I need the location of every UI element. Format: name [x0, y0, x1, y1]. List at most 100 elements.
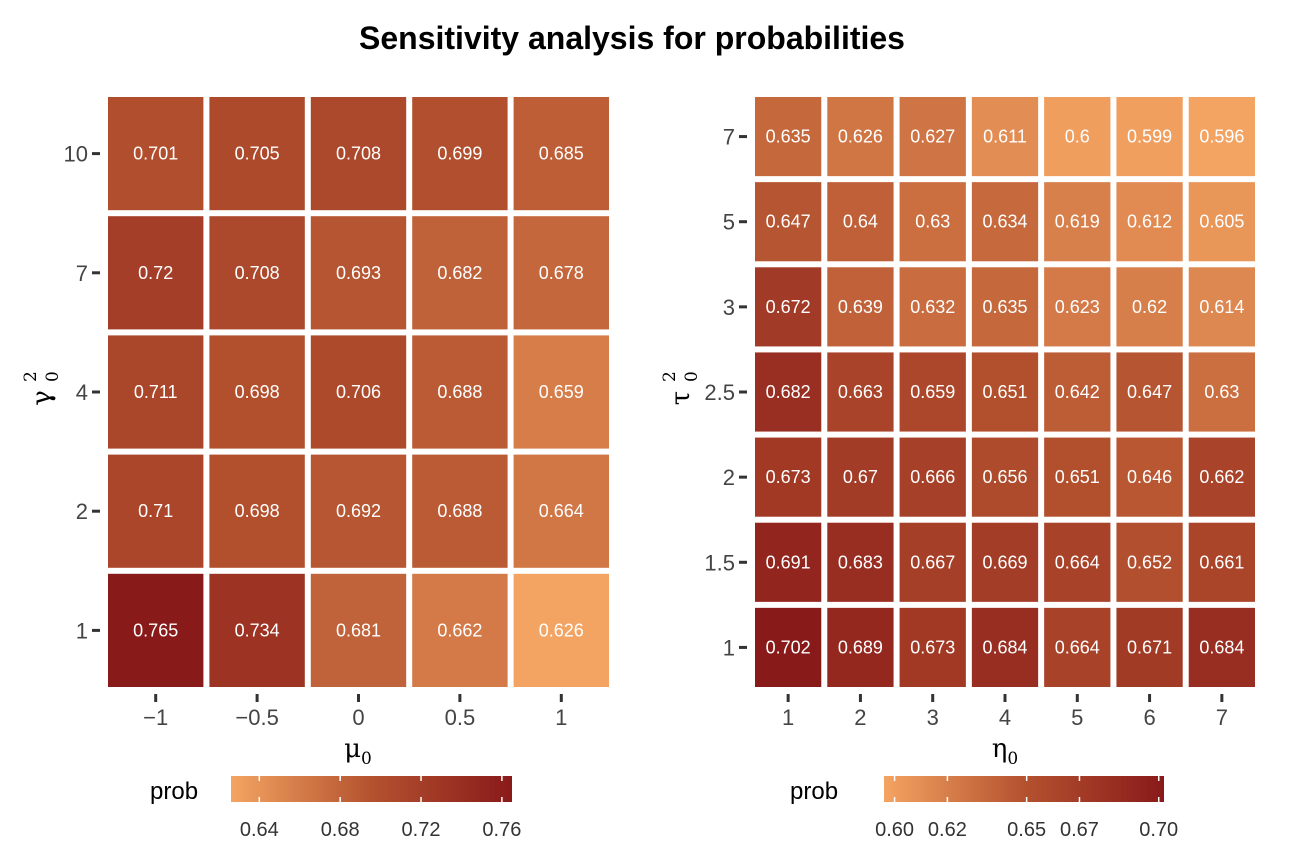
heatmap-cell — [513, 97, 609, 211]
cell-value-label: 0.71 — [138, 501, 173, 521]
heatmap-cell — [1044, 267, 1111, 347]
heatmap-cell — [755, 522, 822, 602]
y-axis-superscript: 2 — [21, 371, 41, 382]
legend-tick-label: 0.65 — [1007, 819, 1046, 841]
cell-value-label: 0.664 — [1055, 637, 1100, 657]
cell-value-label: 0.627 — [910, 127, 955, 147]
cell-value-label: 0.673 — [910, 637, 955, 657]
y-tick-label: 1.5 — [704, 550, 735, 575]
cell-value-label: 0.663 — [838, 382, 883, 402]
cell-value-label: 0.684 — [982, 637, 1027, 657]
cell-value-label: 0.614 — [1199, 297, 1244, 317]
cell-value-label: 0.634 — [982, 212, 1027, 232]
cell-value-label: 0.693 — [336, 263, 381, 283]
heatmap-cell — [108, 573, 204, 687]
heatmap-cell — [971, 182, 1039, 262]
cell-value-label: 0.659 — [910, 382, 955, 402]
heatmap-cell — [755, 182, 822, 262]
cell-value-label: 0.647 — [1127, 382, 1172, 402]
x-tick-label: −1 — [143, 705, 168, 730]
y-tick-label: 3 — [723, 295, 735, 320]
x-tick-label: 0 — [352, 705, 364, 730]
legend-colorbar — [231, 776, 512, 802]
heatmap-cell — [755, 267, 822, 347]
cell-value-label: 0.72 — [138, 263, 173, 283]
cell-value-label: 0.647 — [766, 212, 811, 232]
heatmap-cell — [1188, 437, 1255, 517]
x-tick-label: 4 — [999, 705, 1011, 730]
cell-value-label: 0.708 — [235, 263, 280, 283]
heatmap-cell — [412, 573, 508, 687]
cell-value-label: 0.611 — [983, 127, 1027, 147]
heatmap-cell — [310, 454, 407, 568]
legend-tick-label: 0.70 — [1139, 819, 1178, 841]
heatmap-cell — [827, 267, 894, 347]
cell-value-label: 0.702 — [766, 637, 811, 657]
cell-value-label: 0.699 — [437, 144, 482, 164]
heatmap-cell — [310, 335, 407, 449]
legend-tick-label: 0.72 — [402, 819, 441, 841]
heatmap-cell — [513, 216, 609, 330]
heatmap-cell — [412, 335, 508, 449]
heatmap-cell — [827, 437, 894, 517]
y-axis-symbol: γ — [27, 390, 57, 406]
y-tick-label: 5 — [723, 210, 735, 235]
cell-value-label: 0.671 — [1127, 637, 1172, 657]
cell-value-label: 0.667 — [910, 552, 955, 572]
heatmap-cell — [1044, 182, 1111, 262]
cell-value-label: 0.623 — [1055, 297, 1100, 317]
heatmap-cell — [827, 182, 894, 262]
cell-value-label: 0.62 — [1132, 297, 1167, 317]
cell-value-label: 0.706 — [336, 382, 381, 402]
heatmap-cell — [412, 454, 508, 568]
cell-value-label: 0.626 — [539, 620, 584, 640]
heatmap-cell — [513, 335, 609, 449]
heatmap-cell — [1188, 607, 1255, 687]
cell-value-label: 0.672 — [766, 297, 811, 317]
cell-value-label: 0.63 — [915, 212, 950, 232]
heatmap-cell — [513, 454, 609, 568]
cell-value-label: 0.635 — [766, 127, 811, 147]
heatmap-cell — [755, 97, 822, 177]
x-tick-label: 7 — [1216, 705, 1228, 730]
x-tick-label: −0.5 — [235, 705, 278, 730]
cell-value-label: 0.6 — [1065, 127, 1090, 147]
legend-tick-label: 0.60 — [875, 819, 914, 841]
cell-value-label: 0.688 — [437, 501, 482, 521]
legend-title: prob — [150, 778, 198, 805]
heatmap-cell — [1188, 182, 1255, 262]
x-axis-title: η0 — [992, 734, 1018, 769]
y-axis-symbol: τ — [666, 391, 696, 405]
heatmap-cell — [827, 97, 894, 177]
y-axis-superscript: 2 — [660, 371, 680, 382]
cell-value-label: 0.656 — [982, 467, 1027, 487]
cell-value-label: 0.619 — [1055, 212, 1100, 232]
heatmap-cell — [1116, 97, 1183, 177]
cell-value-label: 0.683 — [838, 552, 883, 572]
heatmap-cell — [899, 352, 966, 432]
heatmap-cell — [755, 437, 822, 517]
heatmap-cell — [971, 352, 1039, 432]
x-tick-label: 1 — [782, 705, 794, 730]
cell-value-label: 0.682 — [437, 263, 482, 283]
cell-value-label: 0.664 — [539, 501, 584, 521]
heatmap-cell — [755, 352, 822, 432]
heatmap-cell — [971, 522, 1039, 602]
legend-tick-label: 0.62 — [928, 819, 967, 841]
legend-colorbar — [884, 776, 1164, 802]
cell-value-label: 0.685 — [539, 144, 584, 164]
heatmap-cell — [209, 335, 305, 449]
x-tick-label: 6 — [1143, 705, 1155, 730]
cell-value-label: 0.661 — [1199, 552, 1244, 572]
legend-title: prob — [790, 778, 838, 805]
y-axis-subscript: 0 — [682, 371, 702, 382]
y-tick-label: 2.5 — [704, 380, 735, 405]
heatmap-cell — [310, 97, 407, 211]
heatmap-cell — [899, 437, 966, 517]
y-tick-label: 2 — [723, 465, 735, 490]
cell-value-label: 0.692 — [336, 501, 381, 521]
cell-value-label: 0.765 — [133, 620, 178, 640]
y-tick-label: 2 — [76, 499, 88, 524]
legend-tick-label: 0.67 — [1060, 819, 1099, 841]
